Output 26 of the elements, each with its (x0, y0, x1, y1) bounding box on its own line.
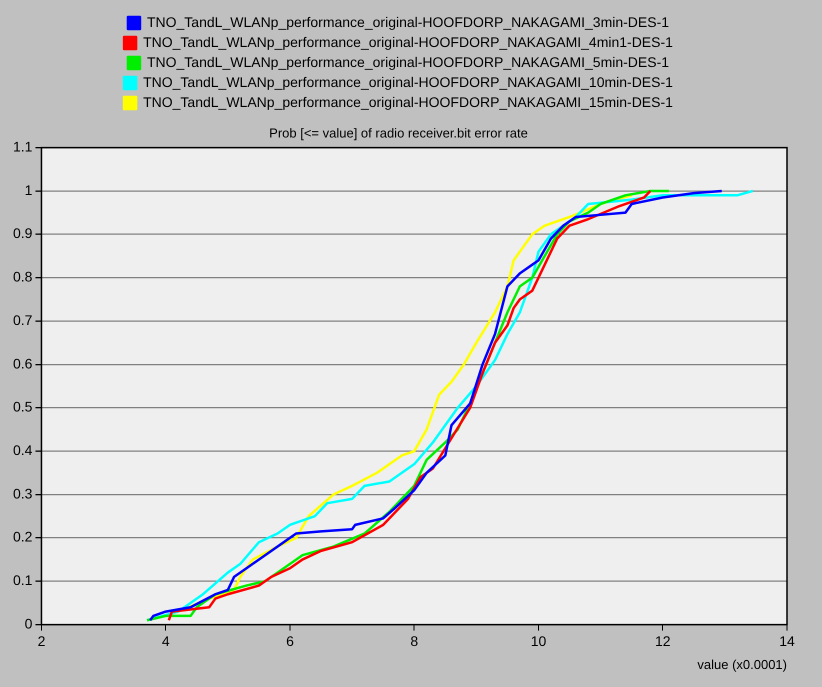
y-tick-label: 0.2 (12, 528, 33, 545)
x-tick-label: 14 (779, 632, 795, 649)
y-tick-label: 0.6 (12, 355, 33, 372)
y-tick-label: 0.7 (12, 312, 33, 328)
y-tick-label: 1.1 (12, 138, 33, 154)
y-tick-label: 0.1 (12, 572, 33, 588)
y-tick-label: 0.4 (12, 442, 33, 458)
x-tick-label: 8 (410, 632, 418, 649)
legend-label: TNO_TandL_WLANp_performance_original-HOOFDORP_NAKAGAMI_10min-DES-1 (143, 74, 674, 90)
y-tick-label: 0.3 (12, 485, 33, 502)
y-tick-label: 0.5 (12, 398, 33, 415)
x-tick-label: 6 (286, 632, 294, 649)
legend-label: TNO_TandL_WLANp_performance_original-HOOFDORP_NAKAGAMI_15min-DES-1 (143, 94, 674, 110)
y-tick-label: 0.8 (12, 268, 33, 285)
x-tick-label: 12 (654, 632, 671, 649)
x-tick-label: 4 (162, 632, 170, 649)
y-tick-label: 1 (24, 182, 33, 198)
chart-title: Prob [<= value] of radio receiver.bit error rate (269, 125, 528, 140)
legend-label: TNO_TandL_WLANp_performance_original-HOOFDORP_NAKAGAMI_4min1-DES-1 (143, 34, 674, 50)
legend-label: TNO_TandL_WLANp_performance_original-HOOFDORP_NAKAGAMI_5min-DES-1 (146, 54, 670, 70)
x-tick-label: 2 (38, 632, 46, 649)
y-tick-label: 0 (24, 615, 33, 632)
y-tick-label: 0.9 (12, 225, 33, 242)
x-tick-label: 10 (530, 632, 546, 649)
legend-label: TNO_TandL_WLANp_performance_original-HOOFDORP_NAKAGAMI_3min-DES-1 (146, 14, 670, 30)
x-axis-title: value (x0.0001) (697, 656, 787, 672)
